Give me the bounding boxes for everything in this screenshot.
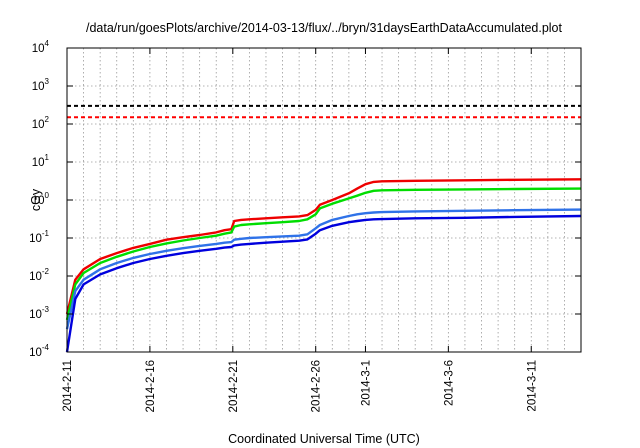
- series-line: [65, 214, 582, 353]
- y-tick-label: 100: [32, 191, 50, 207]
- chart-title: /data/run/goesPlots/archive/2014-03-13/f…: [86, 21, 562, 35]
- y-tick-labels: 10-4 10-3 10-2 10-1 100 101 102 103 104: [29, 39, 49, 359]
- x-tick-label: 2014-2-11: [62, 360, 74, 412]
- grid: [67, 48, 581, 352]
- reference-lines: [67, 104, 581, 119]
- x-tick-label: 2014-3-1: [360, 360, 372, 406]
- y-tick-label: 10-4: [29, 343, 49, 359]
- y-tick-label: 103: [32, 77, 50, 93]
- x-tick-label: 2014-3-6: [443, 360, 455, 406]
- y-tick-label: 102: [32, 115, 50, 131]
- y-axis-label: cGy: [29, 188, 43, 211]
- series-line: [65, 208, 582, 330]
- y-tick-label: 10-1: [29, 229, 49, 245]
- y-tick-label: 101: [32, 153, 50, 169]
- x-tick-label: 2014-2-26: [311, 360, 323, 412]
- y-tick-label: 10-3: [29, 305, 49, 321]
- x-tick-label: 2014-3-11: [526, 360, 538, 412]
- y-tick-label: 104: [32, 39, 50, 55]
- series-line: [65, 187, 582, 321]
- series-lines: [65, 178, 582, 353]
- x-axis-label: Coordinated Universal Time (UTC): [228, 432, 420, 446]
- y-tick-label: 10-2: [29, 267, 49, 283]
- x-tick-label: 2014-2-21: [228, 360, 240, 412]
- series-line: [65, 178, 582, 315]
- x-tick-label: 2014-2-16: [145, 360, 157, 412]
- x-tick-labels: 2014-2-11 2014-2-16 2014-2-21 2014-2-26 2014…: [62, 360, 538, 412]
- axis-ticks: [66, 47, 581, 353]
